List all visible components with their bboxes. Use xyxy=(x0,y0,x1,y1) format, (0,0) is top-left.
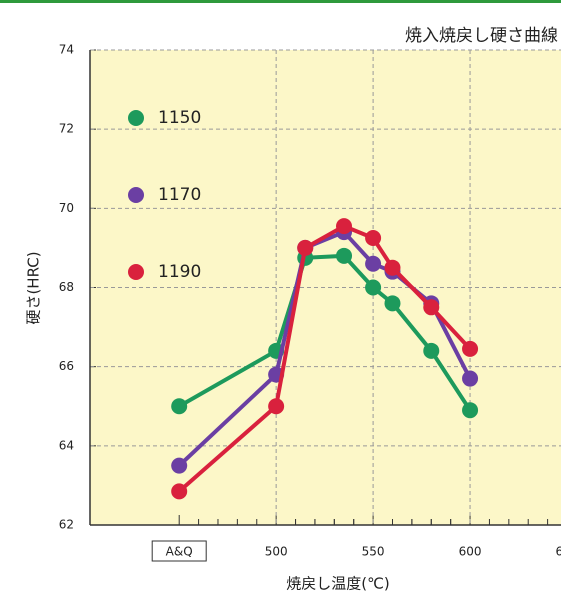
point xyxy=(336,218,353,235)
point xyxy=(336,247,353,264)
x-tick-box xyxy=(151,540,207,562)
x-axis-label: 焼戻し温度(℃) xyxy=(286,575,390,593)
point xyxy=(462,370,479,387)
legend-label: 1170 xyxy=(158,185,201,205)
series-line xyxy=(177,223,472,493)
point xyxy=(171,483,188,500)
x-tick-label: 650 xyxy=(556,545,561,559)
x-tick-label: A&Q xyxy=(166,545,193,559)
point xyxy=(268,398,285,415)
point xyxy=(365,230,382,247)
y-axis-label: 硬さ(HRC) xyxy=(25,251,43,324)
point xyxy=(384,295,401,312)
point xyxy=(462,402,479,419)
point xyxy=(365,279,382,296)
series-line xyxy=(178,253,472,412)
x-tick-label: 550 xyxy=(362,545,385,559)
y-tick-label: 68 xyxy=(59,280,74,294)
y-tick-label: 74 xyxy=(59,43,74,57)
point xyxy=(462,340,479,357)
y-tick-label: 64 xyxy=(59,438,74,452)
legend-label: 1150 xyxy=(158,108,201,128)
y-tick-label: 66 xyxy=(59,359,74,373)
x-tick-label: 500 xyxy=(265,545,288,559)
point xyxy=(384,259,401,276)
point xyxy=(171,457,188,474)
top-border xyxy=(0,0,561,3)
y-tick-label: 72 xyxy=(59,122,74,136)
x-tick-label: 600 xyxy=(459,545,482,559)
point xyxy=(423,299,440,316)
legend-marker xyxy=(128,187,144,203)
chart-title: 焼入焼戻し硬さ曲線 xyxy=(405,26,558,46)
y-tick-label: 62 xyxy=(59,518,74,532)
point xyxy=(365,255,382,272)
legend-marker xyxy=(128,110,144,126)
y-tick-label: 70 xyxy=(59,201,74,215)
point xyxy=(171,398,188,415)
point xyxy=(423,342,440,359)
legend-marker xyxy=(128,264,144,280)
point xyxy=(297,239,314,256)
legend-label: 1190 xyxy=(158,262,201,282)
